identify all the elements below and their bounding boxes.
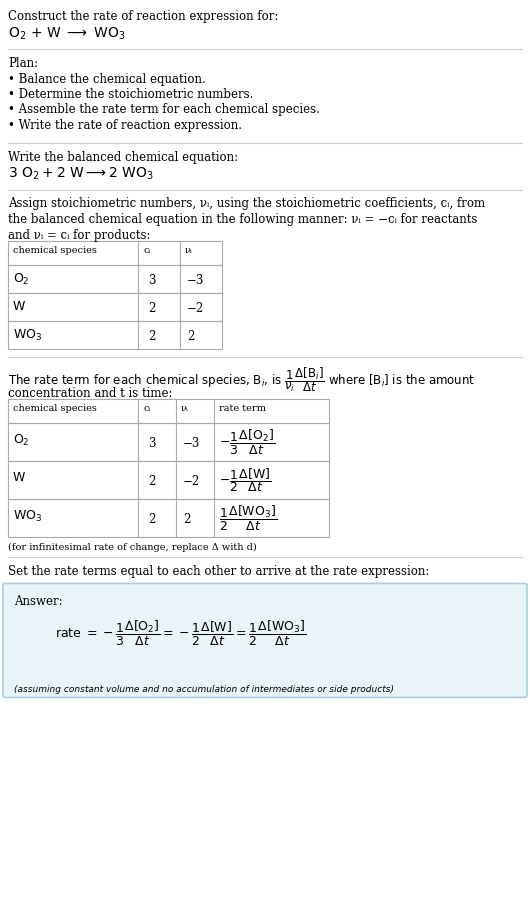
Bar	[8, 321, 222, 349]
Text: $\mathrm{O_2}$: $\mathrm{O_2}$	[13, 433, 30, 448]
Bar	[8, 399, 329, 423]
Text: 2: 2	[187, 330, 195, 343]
Text: rate $= -\dfrac{1}{3}\dfrac{\Delta[\mathrm{O_2}]}{\Delta t}= -\dfrac{1}{2}\dfrac: rate $= -\dfrac{1}{3}\dfrac{\Delta[\math…	[55, 619, 306, 648]
Text: cᵢ: cᵢ	[143, 246, 151, 255]
Text: −2: −2	[187, 302, 204, 315]
Text: Write the balanced chemical equation:: Write the balanced chemical equation:	[8, 150, 238, 164]
Text: 3: 3	[148, 437, 155, 450]
Bar	[8, 499, 329, 537]
Text: $-\dfrac{1}{2}\dfrac{\Delta[\mathrm{W}]}{\Delta t}$: $-\dfrac{1}{2}\dfrac{\Delta[\mathrm{W}]}…	[219, 466, 272, 494]
Text: and νᵢ = cᵢ for products:: and νᵢ = cᵢ for products:	[8, 228, 151, 241]
Text: (for infinitesimal rate of change, replace Δ with d): (for infinitesimal rate of change, repla…	[8, 543, 257, 552]
Text: W: W	[13, 471, 25, 484]
Text: $\mathrm{WO_3}$: $\mathrm{WO_3}$	[13, 509, 42, 524]
Text: • Balance the chemical equation.: • Balance the chemical equation.	[8, 73, 206, 86]
Bar	[8, 461, 329, 499]
FancyBboxPatch shape	[3, 583, 527, 697]
Bar	[8, 423, 329, 461]
Text: • Determine the stoichiometric numbers.: • Determine the stoichiometric numbers.	[8, 88, 253, 101]
Text: $\mathrm{WO_3}$: $\mathrm{WO_3}$	[13, 328, 42, 343]
Text: rate term: rate term	[219, 404, 266, 413]
Text: cᵢ: cᵢ	[143, 404, 151, 413]
Text: −3: −3	[187, 274, 205, 287]
Text: $3\ \mathrm{O_2} + 2\ \mathrm{W} \longrightarrow 2\ \mathrm{WO_3}$: $3\ \mathrm{O_2} + 2\ \mathrm{W} \longri…	[8, 166, 154, 182]
Bar	[8, 293, 222, 321]
Text: The rate term for each chemical species, $\mathrm{B}_i$, is $\dfrac{1}{\nu_i}\df: The rate term for each chemical species,…	[8, 365, 475, 394]
Text: Set the rate terms equal to each other to arrive at the rate expression:: Set the rate terms equal to each other t…	[8, 565, 429, 578]
Text: Plan:: Plan:	[8, 57, 38, 70]
Text: 2: 2	[148, 513, 155, 526]
Text: the balanced chemical equation in the following manner: νᵢ = −cᵢ for reactants: the balanced chemical equation in the fo…	[8, 213, 478, 226]
Text: 2: 2	[183, 513, 190, 526]
Bar	[8, 265, 222, 293]
Text: $\mathrm{O_2}$ + W $\longrightarrow$ $\mathrm{WO_3}$: $\mathrm{O_2}$ + W $\longrightarrow$ $\m…	[8, 25, 126, 42]
Text: Construct the rate of reaction expression for:: Construct the rate of reaction expressio…	[8, 10, 278, 23]
Text: W: W	[13, 300, 25, 313]
Text: $\dfrac{1}{2}\dfrac{\Delta[\mathrm{WO_3}]}{\Delta t}$: $\dfrac{1}{2}\dfrac{\Delta[\mathrm{WO_3}…	[219, 503, 277, 532]
Text: • Write the rate of reaction expression.: • Write the rate of reaction expression.	[8, 119, 242, 132]
Text: 2: 2	[148, 475, 155, 488]
Text: concentration and t is time:: concentration and t is time:	[8, 387, 172, 399]
Text: $\mathrm{O_2}$: $\mathrm{O_2}$	[13, 272, 30, 287]
Text: 2: 2	[148, 330, 155, 343]
Text: chemical species: chemical species	[13, 246, 97, 255]
Text: $-\dfrac{1}{3}\dfrac{\Delta[\mathrm{O_2}]}{\Delta t}$: $-\dfrac{1}{3}\dfrac{\Delta[\mathrm{O_2}…	[219, 428, 275, 457]
Text: νᵢ: νᵢ	[185, 246, 193, 255]
Bar	[8, 241, 222, 265]
Text: (assuming constant volume and no accumulation of intermediates or side products): (assuming constant volume and no accumul…	[14, 685, 394, 694]
Text: νᵢ: νᵢ	[181, 404, 189, 413]
Text: 2: 2	[148, 302, 155, 315]
Text: Assign stoichiometric numbers, νᵢ, using the stoichiometric coefficients, cᵢ, fr: Assign stoichiometric numbers, νᵢ, using…	[8, 197, 485, 210]
Text: chemical species: chemical species	[13, 404, 97, 413]
Text: −2: −2	[183, 475, 200, 488]
Text: • Assemble the rate term for each chemical species.: • Assemble the rate term for each chemic…	[8, 104, 320, 116]
Text: Answer:: Answer:	[14, 595, 63, 609]
Text: −3: −3	[183, 437, 200, 450]
Text: 3: 3	[148, 274, 155, 287]
